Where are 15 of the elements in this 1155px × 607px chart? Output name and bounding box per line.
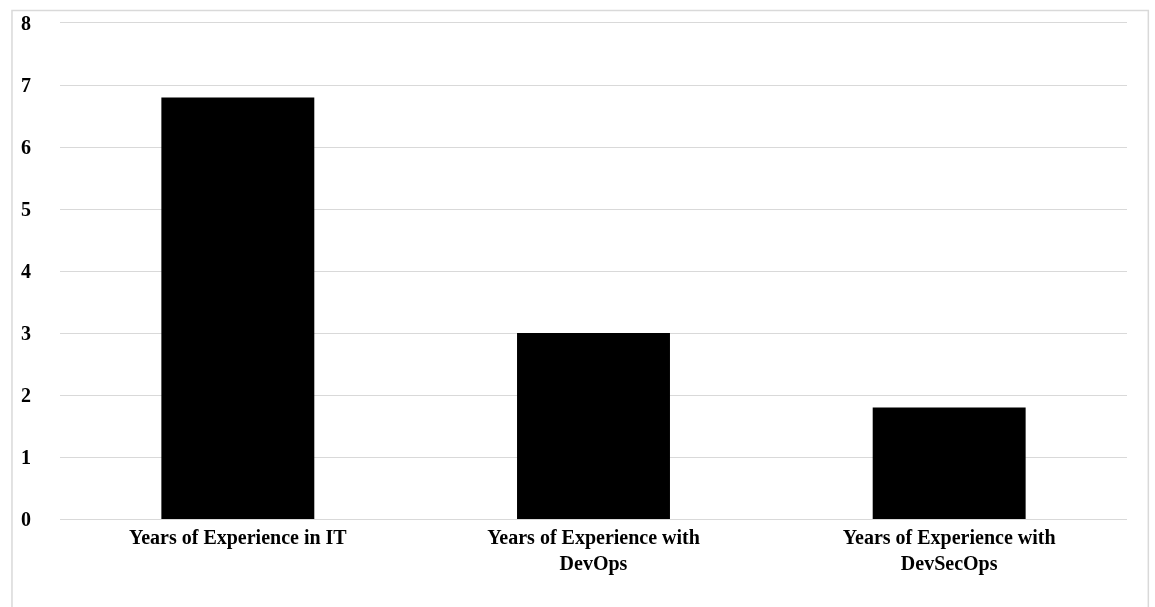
x-tick-label: Years of Experience in IT	[128, 526, 348, 550]
bar	[872, 407, 1026, 519]
y-tick-label: 6	[21, 136, 31, 158]
y-tick-label: 5	[21, 198, 31, 220]
x-tick-label: Years of Experience with DevSecOps	[842, 526, 1056, 576]
y-tick-label: 3	[21, 322, 31, 344]
y-tick-label: 8	[21, 12, 31, 34]
y-tick-label: 7	[21, 74, 31, 96]
bar	[517, 333, 670, 519]
bar	[161, 97, 315, 519]
y-tick-label: 0	[21, 508, 31, 530]
x-tick-label: Years of Experience with DevOps	[487, 526, 700, 576]
y-tick-label: 4	[21, 260, 31, 282]
y-tick-label: 2	[21, 384, 31, 406]
y-tick-label: 1	[21, 446, 31, 468]
